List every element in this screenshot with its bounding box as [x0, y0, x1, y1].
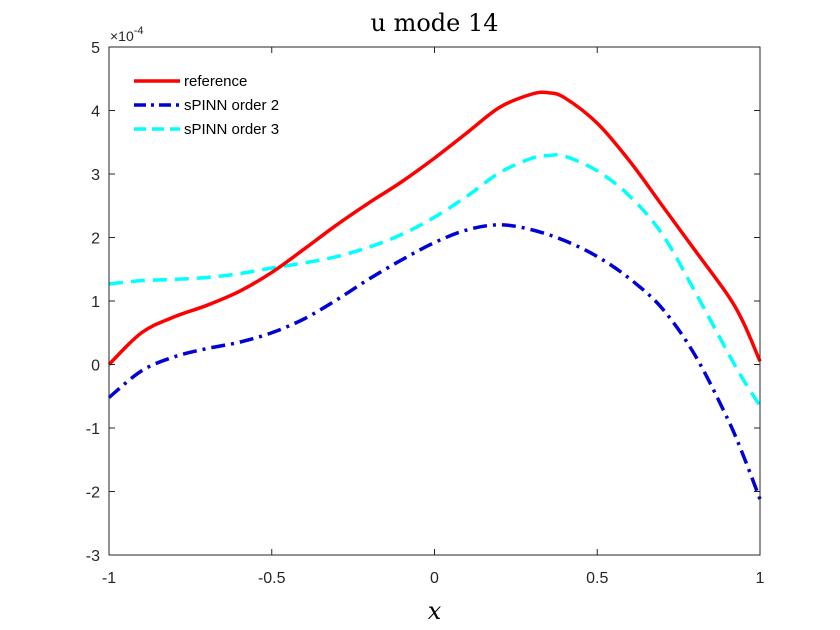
y-exponent-label: ×10-4	[110, 25, 144, 44]
legend-label: sPINN order 2	[184, 97, 279, 114]
y-tick-label: -3	[86, 548, 100, 565]
legend-label: reference	[184, 73, 247, 90]
y-tick-label: 0	[91, 358, 100, 375]
series-layer	[107, 90, 762, 500]
y-tick-label: 1	[91, 294, 100, 311]
y-tick-label: 3	[91, 167, 100, 184]
x-axis-label: x	[428, 597, 442, 625]
y-tick-label: -2	[86, 485, 100, 502]
x-tick-label: 1	[756, 570, 765, 587]
y-tick-label: -1	[86, 421, 100, 438]
y-tick-label: 4	[91, 104, 100, 121]
y-exponent-prefix: ×10	[110, 28, 134, 44]
series-line-reference	[107, 90, 762, 366]
x-ticks: -1 -0.5 0 0.5 1	[102, 47, 765, 587]
legend: reference sPINN order 2 sPINN order 3	[134, 73, 279, 138]
legend-label: sPINN order 3	[184, 121, 279, 138]
x-tick-label: 0	[430, 570, 439, 587]
x-tick-label: 0.5	[586, 570, 608, 587]
series-line-spinn-order-2	[107, 223, 762, 500]
chart-title: u mode 14	[370, 9, 498, 37]
y-tick-label: 5	[91, 40, 100, 57]
x-tick-label: -1	[102, 570, 116, 587]
y-ticks: -3 -2 -1 0 1 2 3 4 5	[86, 40, 760, 565]
series-line-spinn-order-3	[108, 153, 762, 407]
y-tick-label: 2	[91, 231, 100, 248]
y-exponent-power: -4	[134, 25, 144, 37]
x-tick-label: -0.5	[258, 570, 286, 587]
